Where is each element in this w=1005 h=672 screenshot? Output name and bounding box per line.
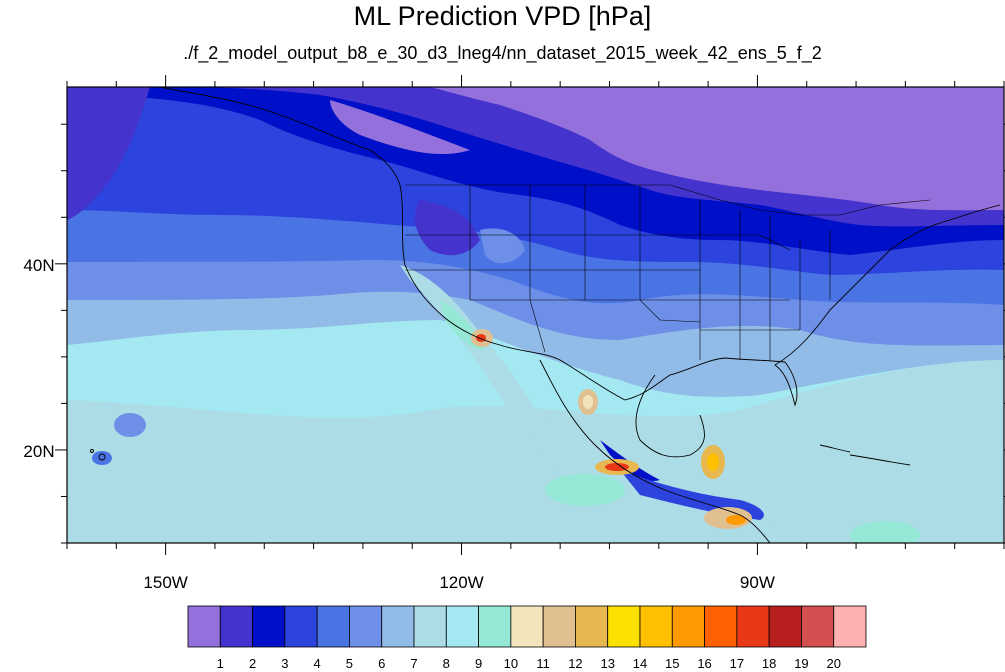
- colorbar-swatch: [639, 605, 673, 648]
- lon-tick-label: 120W: [439, 573, 483, 592]
- colorbar-swatch: [445, 605, 479, 648]
- colorbar-label: 15: [665, 656, 679, 671]
- colorbar: 1 2 3 4 5 6 7 8 9 10 11 12 13 14 15 16 17 18 19 20: [187, 605, 867, 671]
- colorbar-swatch: [510, 605, 544, 648]
- colorbar-swatch: [768, 605, 802, 648]
- colorbar-label: 17: [730, 656, 744, 671]
- colorbar-label: 19: [794, 656, 808, 671]
- colorbar-label: 18: [762, 656, 776, 671]
- lat-tick-label: 20N: [23, 442, 54, 461]
- colorbar-swatch: [413, 605, 447, 648]
- colorbar-label: 20: [826, 656, 840, 671]
- colorbar-swatch: [607, 605, 641, 648]
- colorbar-label: 1: [217, 656, 224, 671]
- colorbar-swatch: [575, 605, 609, 648]
- colorbar-label: 6: [378, 656, 385, 671]
- colorbar-swatch: [833, 605, 867, 648]
- colorbar-label: 5: [346, 656, 353, 671]
- colorbar-swatch: [284, 605, 318, 648]
- colorbar-swatch: [219, 605, 253, 648]
- colorbar-label: 11: [536, 656, 550, 671]
- colorbar-label: 13: [600, 656, 614, 671]
- colorbar-swatch: [704, 605, 738, 648]
- lon-tick-label: 90W: [740, 573, 775, 592]
- colorbar-swatch: [801, 605, 835, 648]
- coastline-outline: [90, 87, 1001, 543]
- colorbar-label: 12: [568, 656, 582, 671]
- colorbar-swatch: [381, 605, 415, 648]
- lon-tick-label: 150W: [143, 573, 187, 592]
- map-frame: [66, 86, 1005, 544]
- colorbar-swatch: [542, 605, 576, 648]
- colorbar-label: 9: [475, 656, 482, 671]
- map-title: ML Prediction VPD [hPa]: [353, 1, 652, 31]
- state-borders: [405, 184, 931, 360]
- map-subtitle: ./f_2_model_output_b8_e_30_d3_lneg4/nn_d…: [183, 43, 822, 63]
- colorbar-swatch: [187, 605, 221, 648]
- colorbar-swatch: [671, 605, 705, 648]
- colorbar-label: 2: [249, 656, 256, 671]
- colorbar-label: 4: [314, 656, 321, 671]
- colorbar-label: 14: [633, 656, 647, 671]
- colorbar-label: 16: [697, 656, 711, 671]
- colorbar-swatch: [349, 605, 383, 648]
- colorbar-label: 7: [410, 656, 417, 671]
- colorbar-swatch: [316, 605, 350, 648]
- colorbar-label: 10: [504, 656, 518, 671]
- axis-ticks: 150W 120W 90W 40N 20N: [23, 75, 1005, 592]
- lat-tick-label: 40N: [23, 256, 54, 275]
- colorbar-label: 8: [443, 656, 450, 671]
- colorbar-label: 3: [281, 656, 288, 671]
- colorbar-swatch: [478, 605, 512, 648]
- colorbar-swatch: [736, 605, 770, 648]
- colorbar-swatch: [252, 605, 286, 648]
